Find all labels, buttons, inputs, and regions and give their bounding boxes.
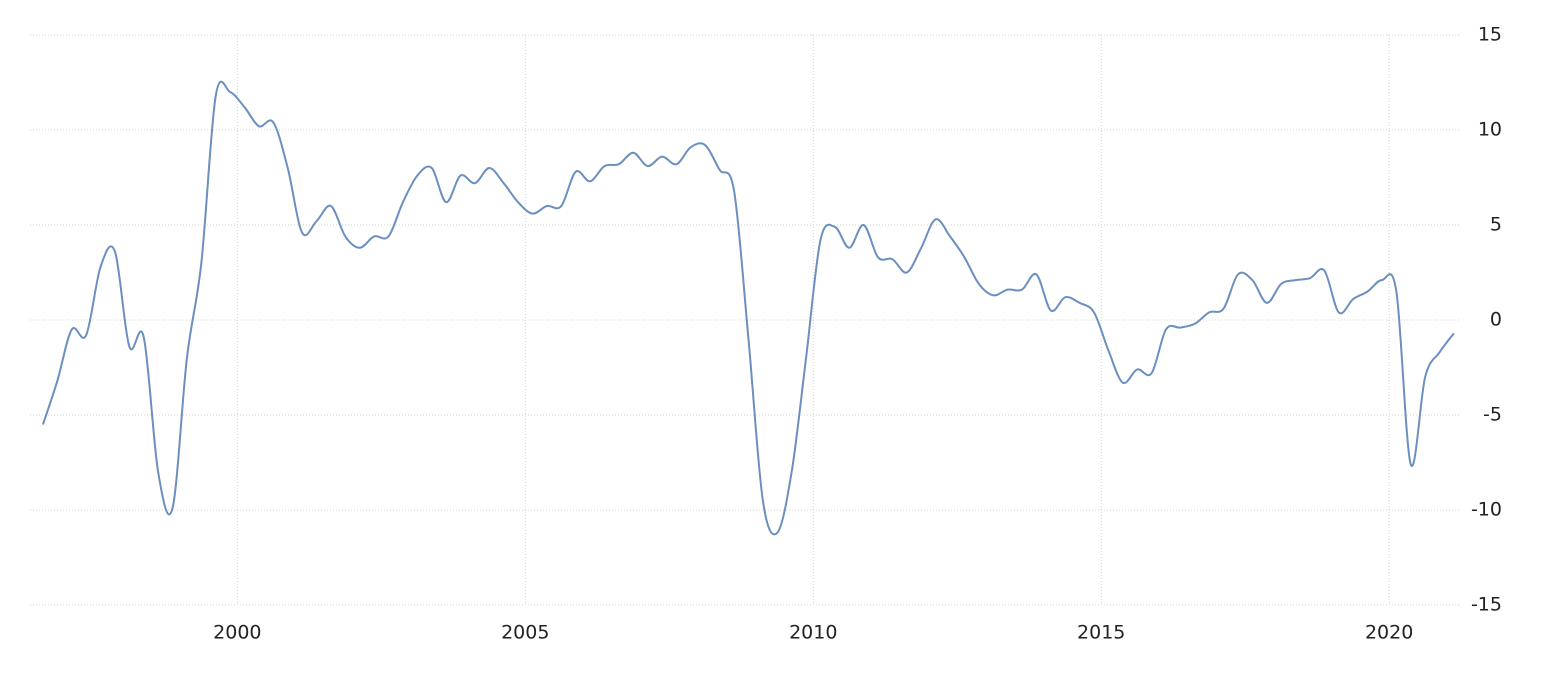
y-tick-label: -5 (1483, 404, 1502, 426)
data-line (42, 80, 1455, 536)
y-tick-label: 0 (1490, 309, 1502, 331)
y-tick-label: 10 (1478, 119, 1502, 141)
y-tick-label: -15 (1471, 594, 1502, 616)
x-tick-label: 2000 (213, 622, 261, 644)
x-tick-label: 2005 (501, 622, 549, 644)
x-tick-label: 2015 (1077, 622, 1125, 644)
x-tick-label: 2010 (789, 622, 837, 644)
x-tick-label: 2020 (1365, 622, 1413, 644)
y-tick-label: 5 (1490, 214, 1502, 236)
y-tick-label: 15 (1478, 24, 1502, 46)
y-tick-label: -10 (1471, 499, 1502, 521)
